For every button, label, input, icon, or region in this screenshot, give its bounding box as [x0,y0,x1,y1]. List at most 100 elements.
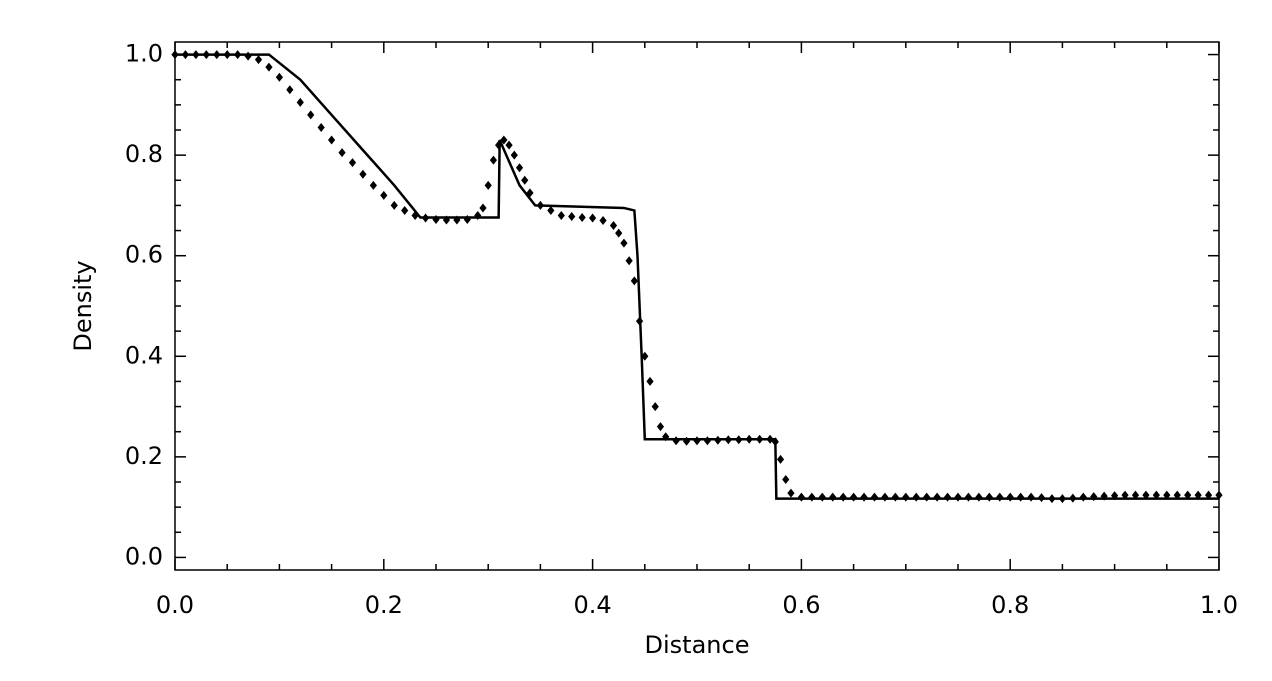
data-point [489,155,498,165]
data-point [411,210,419,220]
data-point [234,50,242,60]
data-point [1142,490,1150,500]
plot-frame [174,41,1220,571]
data-point [996,492,1004,502]
data-point [1079,492,1087,502]
data-point [620,238,628,248]
data-point [1048,494,1056,504]
data-point [808,492,816,502]
data-point [943,492,952,502]
data-point [1215,490,1223,500]
data-point [850,492,858,502]
x-tick-label: 0.8 [991,591,1029,619]
data-point [693,436,701,446]
data-point [526,188,534,198]
data-point [923,492,931,502]
data-point [1152,490,1160,500]
data-point [1090,492,1098,502]
data-point [307,110,315,120]
data-point [881,492,889,502]
data-point [1006,492,1014,502]
data-point [1194,490,1202,500]
data-point [672,436,680,446]
data-point [500,135,508,145]
data-point [1100,491,1108,501]
data-point [484,180,492,190]
data-point [964,492,973,502]
data-point [1173,490,1181,500]
data-point [651,402,659,412]
data-point [296,97,304,107]
y-tick-label: 0.4 [125,341,163,369]
data-point [359,169,367,179]
data-point [453,215,461,225]
data-point [380,190,388,200]
data-point [782,474,790,484]
data-point [557,210,565,220]
data-point [714,435,722,445]
data-point [1184,490,1192,500]
data-point [735,435,743,445]
data-point [1163,490,1171,500]
data-point [646,376,654,386]
data-point [442,215,451,225]
data-point [568,211,576,221]
data-point [635,316,644,326]
data-point [902,492,910,502]
data-point [771,437,779,447]
data-point [181,50,190,60]
data-point [1111,491,1119,501]
exact-solution-line [175,53,1219,500]
data-point [776,454,785,464]
data-point [328,135,336,145]
data-point [703,436,712,446]
data-point [265,62,273,72]
data-point [787,488,795,498]
x-tick-label: 1.0 [1200,591,1238,619]
data-point [479,203,487,213]
data-point [641,351,649,361]
data-point [756,434,764,444]
data-point [724,435,732,445]
data-point [254,55,263,65]
y-tick-label: 0.6 [125,241,163,269]
data-point [975,492,983,502]
data-point [870,492,879,502]
data-point [463,215,471,225]
data-point [818,492,826,502]
data-point [578,212,586,222]
data-point [536,200,544,210]
x-tick-label: 0.0 [156,591,194,619]
data-point [891,492,899,502]
data-point [912,492,920,502]
data-point [223,50,231,60]
data-point [244,51,252,61]
data-point [954,492,962,502]
data-point [933,492,941,502]
data-point [615,228,623,238]
data-point [510,150,518,160]
data-point [662,432,670,442]
x-axis-label: Distance [645,631,750,659]
data-point [625,256,633,266]
data-point [171,50,179,60]
y-tick-label: 0.2 [125,442,163,470]
data-point [766,434,774,444]
data-point [985,492,993,502]
x-tick-label: 0.4 [574,591,612,619]
x-tick-label: 0.6 [782,591,820,619]
data-point [1027,492,1035,502]
data-point [589,213,597,223]
y-tick-label: 0.8 [125,140,163,168]
data-point [202,50,210,60]
y-tick-label: 1.0 [125,40,163,68]
data-point [401,205,409,215]
data-point [1204,490,1213,500]
data-point [338,148,346,158]
data-point [682,436,691,446]
y-axis-label: Density [69,260,97,351]
data-point [505,140,513,150]
data-point [495,140,503,150]
data-point [839,492,847,502]
